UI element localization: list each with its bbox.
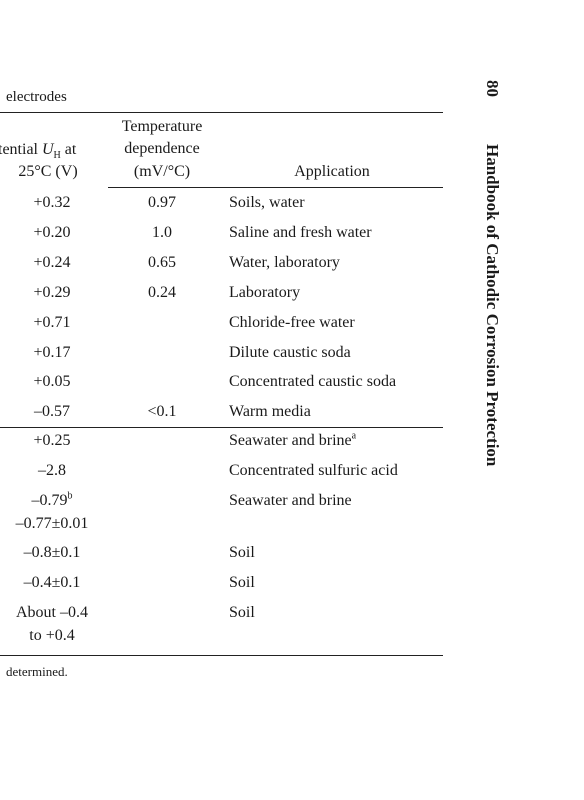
potential-cell: +0.17 xyxy=(33,344,70,362)
footnote-mark: a xyxy=(351,430,357,442)
potential-cell: About –0.4 xyxy=(16,604,88,622)
application-cell: Soil xyxy=(229,574,255,592)
application-text: Soil xyxy=(229,544,255,561)
potential-value: +0.24 xyxy=(33,254,71,271)
application-text: Soil xyxy=(229,574,255,591)
header-subscript: H xyxy=(53,150,61,162)
application-text: Warm media xyxy=(229,403,311,420)
application-text: Laboratory xyxy=(229,284,301,301)
potential-cell: –0.8±0.1 xyxy=(24,544,81,562)
application-text: Dilute caustic soda xyxy=(229,344,351,361)
group-rule xyxy=(0,427,443,428)
potential-cell: –0.57 xyxy=(34,403,70,421)
potential-cell: +0.24 xyxy=(33,254,70,272)
potential-value: +0.32 xyxy=(33,194,71,211)
application-cell: Soils, water xyxy=(229,194,305,212)
header-text: tential xyxy=(0,141,42,158)
application-cell: Soil xyxy=(229,604,255,622)
application-cell: Warm media xyxy=(229,403,311,421)
potential-cell: –0.4±0.1 xyxy=(24,574,81,592)
potential-value: +0.05 xyxy=(33,373,71,390)
application-text: Saline and fresh water xyxy=(229,224,372,241)
application-text: Soils, water xyxy=(229,194,305,211)
header-temperature: Temperature xyxy=(121,118,203,135)
application-text: Soil xyxy=(229,604,255,621)
running-head: Handbook of Cathodic Corrosion Protectio… xyxy=(483,144,502,467)
application-cell: Laboratory xyxy=(229,284,300,302)
application-text: Seawater and brine xyxy=(229,432,352,449)
application-cell: Concentrated sulfuric acid xyxy=(229,462,398,480)
temperature-cell: 1.0 xyxy=(152,224,172,241)
application-text: Concentrated caustic soda xyxy=(229,373,397,390)
header-rule xyxy=(108,187,443,188)
potential-value: +0.71 xyxy=(33,314,71,331)
header-potential-line2: 25°C (V) xyxy=(18,163,78,180)
potential-value: +0.17 xyxy=(33,344,71,361)
potential-line2: –0.77±0.01 xyxy=(15,515,89,532)
top-rule xyxy=(0,112,443,113)
potential-cell: +0.20 xyxy=(33,224,70,242)
header-potential-line1: tential UH at xyxy=(0,141,77,162)
temperature-cell: <0.1 xyxy=(147,403,177,420)
footnote-mark: b xyxy=(67,490,73,502)
application-text: Seawater and brine xyxy=(229,492,352,509)
potential-cell: +0.05 xyxy=(33,373,70,391)
application-cell: Dilute caustic soda xyxy=(229,344,351,362)
temperature-cell: 0.97 xyxy=(148,194,176,211)
header-temperature: dependence xyxy=(124,140,200,157)
potential-cell: –0.79b xyxy=(31,490,73,510)
potential-value: About –0.4 xyxy=(16,604,88,621)
potential-cell: +0.29 xyxy=(33,284,70,302)
header-text: at xyxy=(60,141,77,158)
application-cell: Chloride-free water xyxy=(229,314,355,332)
temperature-cell: 0.65 xyxy=(148,254,176,271)
page-number: 80 xyxy=(483,80,502,97)
potential-value: +0.29 xyxy=(33,284,71,301)
application-text: Water, laboratory xyxy=(229,254,340,271)
application-text: Concentrated sulfuric acid xyxy=(229,462,398,479)
application-text: Chloride-free water xyxy=(229,314,355,331)
potential-value: –0.4±0.1 xyxy=(23,574,81,591)
potential-cell: +0.25 xyxy=(33,432,70,450)
potential-line2: to +0.4 xyxy=(29,627,75,644)
application-cell: Seawater and brinea xyxy=(229,430,357,450)
header-application: Application xyxy=(294,163,370,180)
potential-value: –2.8 xyxy=(38,462,66,479)
potential-value: –0.8±0.1 xyxy=(23,544,81,561)
bottom-rule xyxy=(0,655,443,656)
header-temperature: (mV/°C) xyxy=(133,163,191,180)
potential-value: +0.25 xyxy=(33,432,71,449)
application-cell: Seawater and brine xyxy=(229,492,352,510)
potential-value: +0.20 xyxy=(33,224,71,241)
potential-cell: +0.71 xyxy=(33,314,70,332)
application-cell: Saline and fresh water xyxy=(229,224,372,242)
potential-cell: –2.8 xyxy=(38,462,66,480)
potential-value: –0.57 xyxy=(34,403,70,420)
application-cell: Concentrated caustic soda xyxy=(229,373,396,391)
header-symbol: U xyxy=(41,141,54,158)
application-cell: Soil xyxy=(229,544,255,562)
footnote: determined. xyxy=(6,664,68,679)
potential-cell: +0.32 xyxy=(33,194,70,212)
application-cell: Water, laboratory xyxy=(229,254,340,272)
table-caption: electrodes xyxy=(6,89,67,105)
potential-value: –0.79 xyxy=(31,492,68,509)
temperature-cell: 0.24 xyxy=(148,284,176,301)
